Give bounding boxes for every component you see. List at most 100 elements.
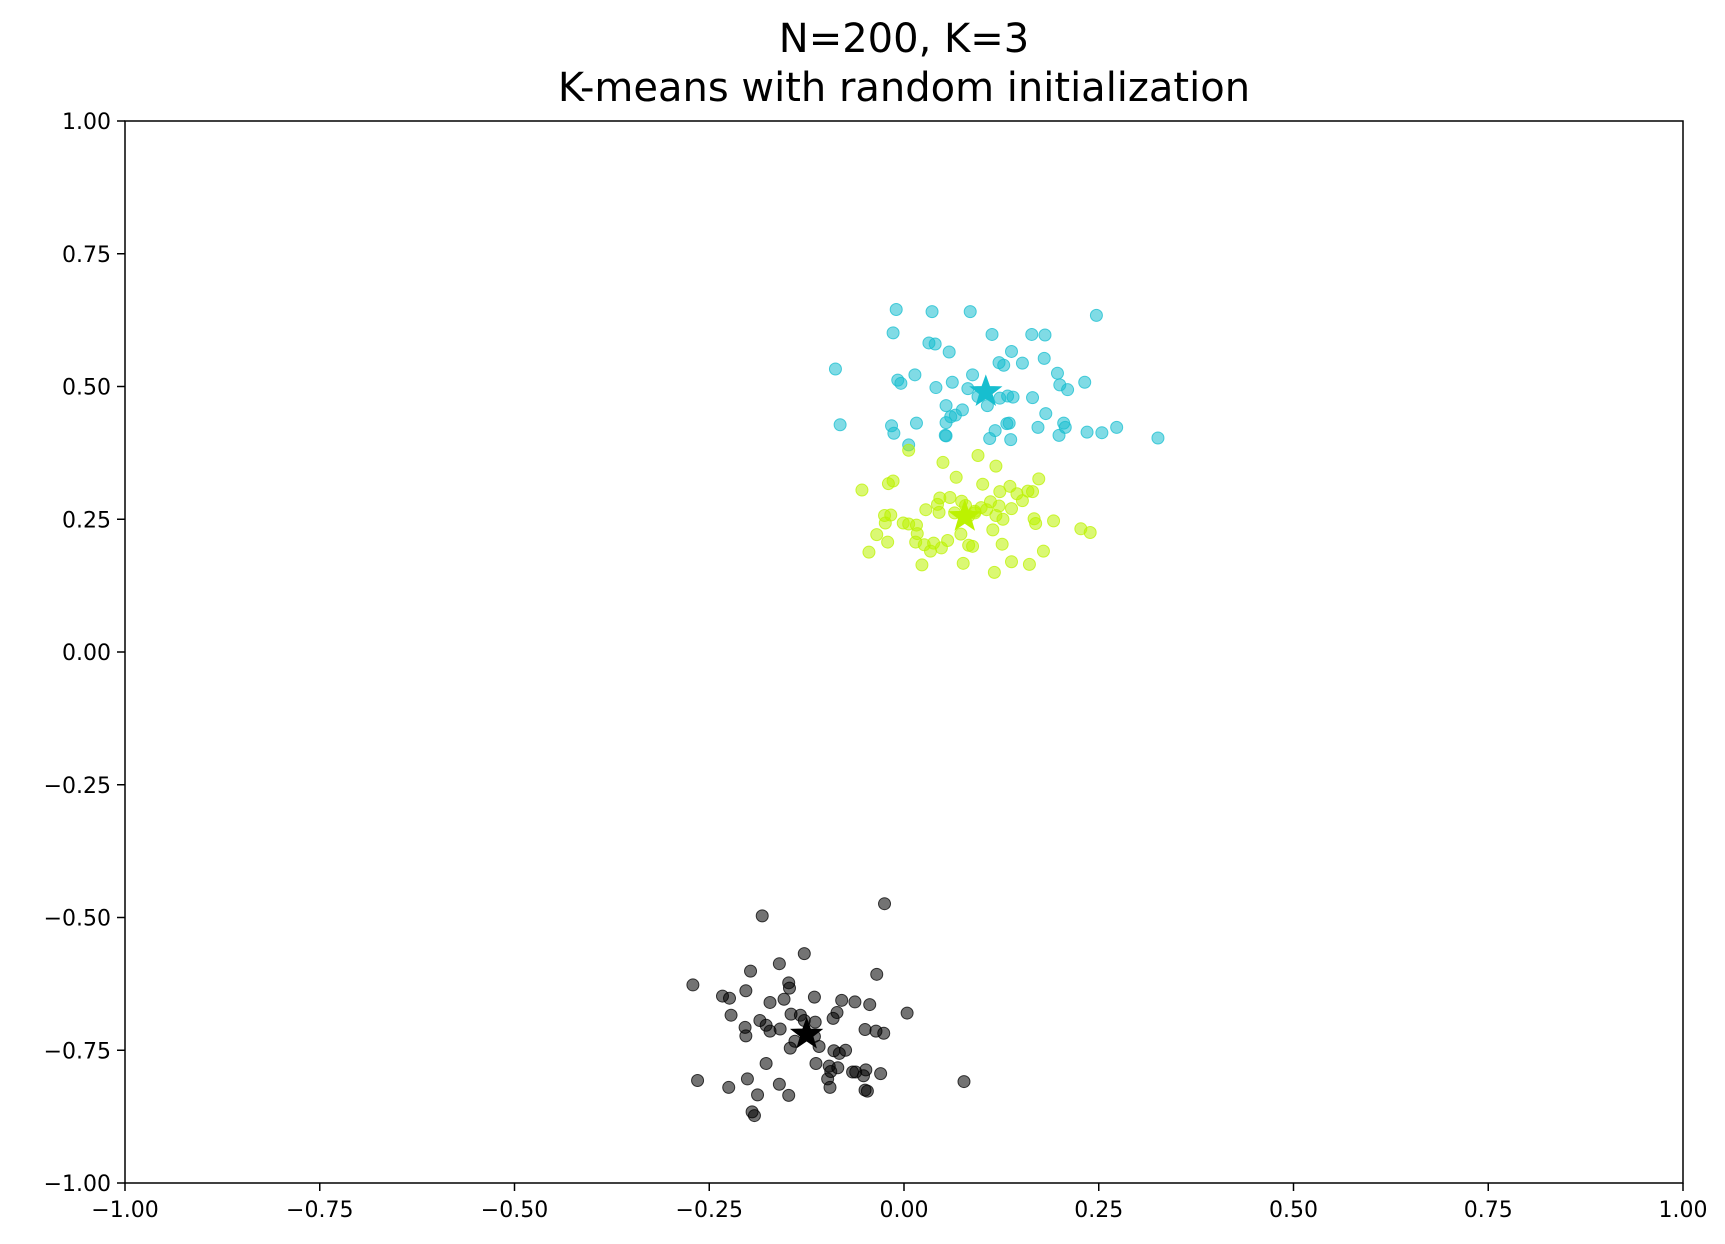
data-point bbox=[1095, 426, 1109, 440]
data-point bbox=[878, 516, 892, 530]
data-point bbox=[877, 1026, 891, 1040]
data-point bbox=[874, 1067, 888, 1081]
data-point bbox=[1083, 526, 1097, 540]
data-point bbox=[889, 303, 903, 317]
data-point bbox=[870, 528, 884, 542]
x-tick-label: 1.00 bbox=[1659, 1198, 1708, 1223]
y-tick-label: −1.00 bbox=[44, 1172, 111, 1197]
data-point bbox=[747, 1109, 761, 1123]
y-tick-label: −0.25 bbox=[44, 774, 111, 799]
data-point bbox=[691, 1074, 705, 1088]
data-point bbox=[996, 512, 1010, 526]
y-tick-label: 1.00 bbox=[62, 110, 111, 135]
data-point bbox=[894, 376, 908, 390]
data-point bbox=[945, 375, 959, 389]
data-point bbox=[1005, 502, 1019, 516]
plot-frame bbox=[124, 120, 1684, 1184]
data-point bbox=[772, 957, 786, 971]
y-tick-label: 0.25 bbox=[62, 508, 111, 533]
data-point bbox=[1005, 555, 1019, 569]
data-point bbox=[1052, 428, 1066, 442]
data-point bbox=[1006, 390, 1020, 404]
data-point bbox=[963, 305, 977, 319]
data-point bbox=[942, 345, 956, 359]
data-point bbox=[919, 503, 933, 517]
data-point bbox=[1039, 407, 1053, 421]
data-point bbox=[908, 368, 922, 382]
data-point bbox=[976, 477, 990, 491]
y-tick-label: 0.00 bbox=[62, 641, 111, 666]
data-point bbox=[1031, 420, 1045, 434]
y-tick-label: 0.50 bbox=[62, 376, 111, 401]
data-point bbox=[751, 1088, 765, 1102]
data-point bbox=[1005, 344, 1019, 358]
data-point bbox=[909, 416, 923, 430]
data-point bbox=[1038, 328, 1052, 342]
data-point bbox=[812, 1040, 826, 1054]
data-point bbox=[773, 1022, 787, 1036]
data-point bbox=[1015, 494, 1029, 508]
data-point bbox=[956, 556, 970, 570]
data-point bbox=[881, 477, 895, 491]
data-point bbox=[1032, 472, 1046, 486]
data-point bbox=[832, 1046, 846, 1060]
data-point bbox=[939, 416, 953, 430]
x-tick-label: −1.00 bbox=[91, 1198, 158, 1223]
centroid-star bbox=[969, 374, 1003, 406]
data-point bbox=[993, 391, 1007, 405]
data-point bbox=[823, 1080, 837, 1094]
data-point bbox=[833, 418, 847, 432]
data-point bbox=[855, 483, 869, 497]
data-point bbox=[1078, 375, 1092, 389]
y-tick-label: 0.75 bbox=[62, 243, 111, 268]
data-point bbox=[997, 358, 1011, 372]
data-point bbox=[856, 1069, 870, 1083]
data-point bbox=[881, 535, 895, 549]
data-point bbox=[954, 527, 968, 541]
data-point bbox=[772, 1077, 786, 1091]
data-point bbox=[1047, 514, 1061, 528]
data-point bbox=[835, 993, 849, 1007]
x-tick-label: −0.25 bbox=[676, 1198, 743, 1223]
data-point bbox=[939, 399, 953, 413]
data-point bbox=[863, 998, 877, 1012]
data-point bbox=[828, 362, 842, 376]
data-point bbox=[783, 1041, 797, 1055]
y-tick-label: −0.75 bbox=[44, 1039, 111, 1064]
data-point bbox=[722, 1080, 736, 1094]
y-axis: −1.00 −0.75 −0.50 −0.25 0.00 0.25 0.50 0.75 1.00 bbox=[44, 110, 125, 1197]
data-point bbox=[987, 565, 1001, 579]
centroid-star bbox=[948, 499, 982, 531]
data-point bbox=[886, 326, 900, 340]
data-point bbox=[1036, 544, 1050, 558]
data-point bbox=[993, 485, 1007, 499]
data-point bbox=[782, 981, 796, 995]
data-point bbox=[724, 1008, 738, 1022]
data-point bbox=[1025, 327, 1039, 341]
data-point bbox=[797, 947, 811, 961]
data-point bbox=[925, 305, 939, 319]
chart-subtitle: K-means with random initialization bbox=[558, 65, 1250, 111]
data-point bbox=[1002, 416, 1016, 430]
data-point bbox=[887, 426, 901, 440]
data-point bbox=[1022, 557, 1036, 571]
data-point bbox=[1089, 308, 1103, 322]
data-point bbox=[980, 503, 994, 517]
data-point bbox=[870, 967, 884, 981]
data-point bbox=[740, 1072, 754, 1086]
data-point bbox=[1026, 391, 1040, 405]
data-point bbox=[938, 428, 952, 442]
data-point bbox=[966, 539, 980, 553]
data-point bbox=[957, 1075, 971, 1089]
data-point bbox=[928, 337, 942, 351]
data-point bbox=[943, 490, 957, 504]
data-point bbox=[807, 990, 821, 1004]
data-point bbox=[934, 541, 948, 555]
data-point bbox=[1061, 383, 1075, 397]
data-point bbox=[782, 1088, 796, 1102]
data-point bbox=[936, 455, 950, 469]
data-point bbox=[809, 1057, 823, 1071]
data-point bbox=[763, 995, 777, 1009]
data-point bbox=[932, 505, 946, 519]
